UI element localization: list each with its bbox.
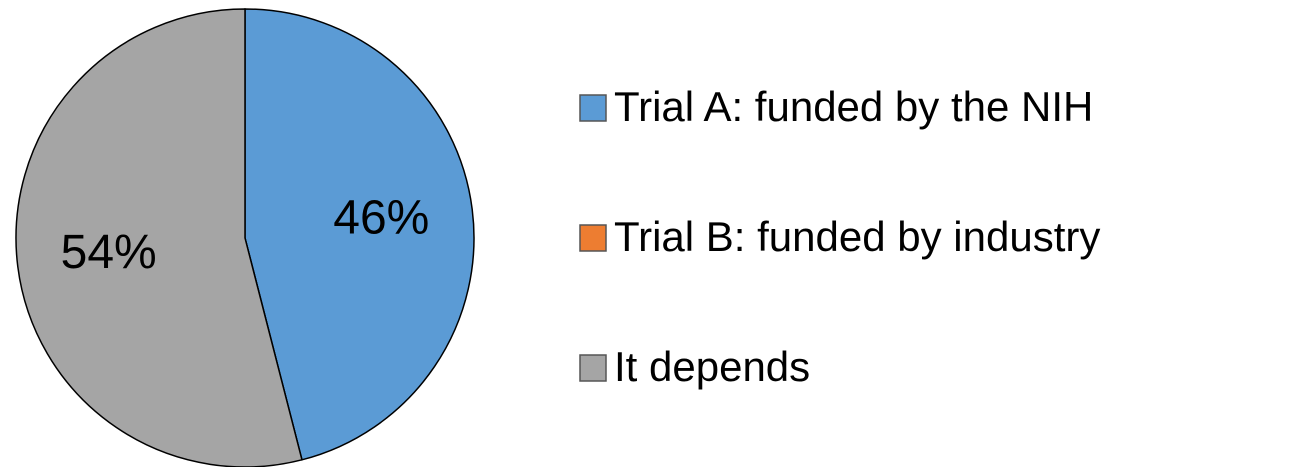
legend-label: It depends: [614, 343, 810, 390]
legend-label: Trial A: funded by the NIH: [614, 83, 1093, 130]
legend-swatch: [579, 94, 607, 122]
slice-label: 54%: [61, 226, 157, 279]
legend-label: Trial B: funded by industry: [614, 213, 1100, 260]
pie-slice: [244, 8, 475, 461]
legend-swatch: [579, 224, 607, 252]
pie-slice: [15, 8, 303, 467]
slice-label: 46%: [333, 191, 429, 244]
legend-swatch: [579, 354, 607, 382]
